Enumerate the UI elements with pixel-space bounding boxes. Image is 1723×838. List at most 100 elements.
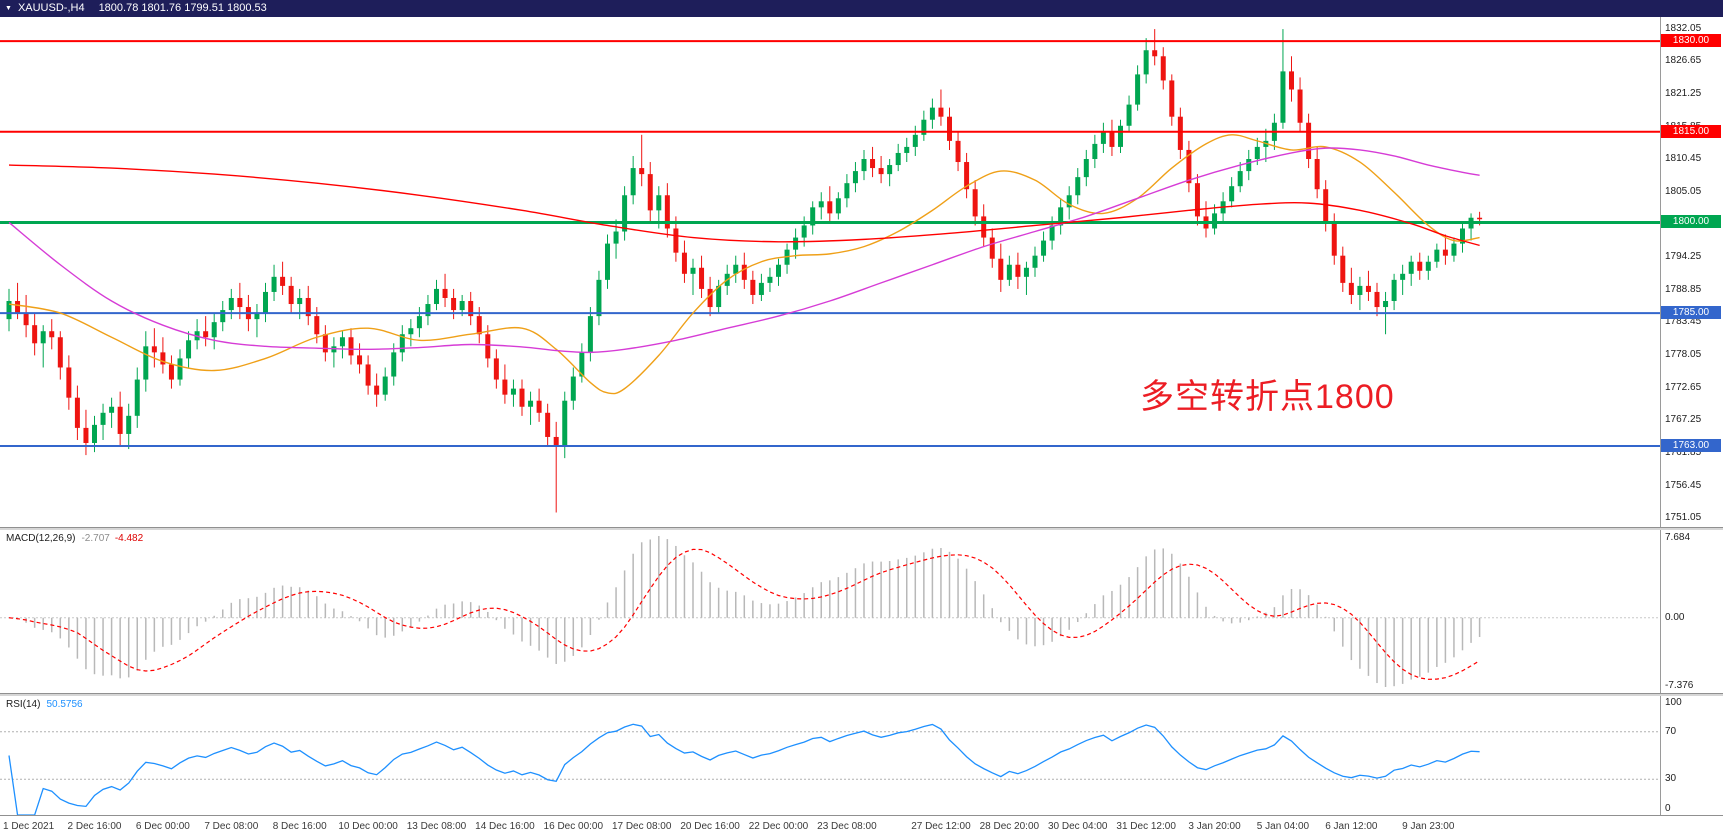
candle-body (827, 201, 833, 214)
time-axis-label: 2 Dec 16:00 (67, 821, 122, 832)
candle-body (1015, 264, 1021, 277)
candle-body (536, 400, 542, 413)
rsi-panel[interactable]: RSI(14) 50.5756 (0, 696, 1723, 815)
candle-body (1058, 207, 1064, 226)
symbol-dropdown-icon[interactable]: ▼ (5, 5, 12, 12)
candle-body (1391, 279, 1397, 302)
price-chart-canvas[interactable] (0, 17, 1660, 527)
candle-body (408, 328, 414, 335)
candle-body (1383, 301, 1389, 308)
candle-body (1314, 159, 1320, 190)
chart-ohlc-values: 1800.78 1801.76 1799.51 1800.53 (98, 2, 267, 14)
candle-body (339, 337, 345, 347)
candle-body (579, 352, 585, 377)
price-axis-label: 1821.25 (1665, 88, 1702, 100)
time-axis-label: 28 Dec 20:00 (979, 821, 1040, 832)
price-chart-panel[interactable]: 多空转折点1800 (0, 17, 1723, 527)
candle-body (519, 388, 525, 407)
candle-body (160, 352, 166, 365)
ma-mid-line (8, 147, 1480, 354)
price-axis-label: 1778.05 (1665, 349, 1702, 361)
time-axis-label: 20 Dec 16:00 (680, 821, 740, 832)
candle-body (211, 322, 217, 338)
candle-body (280, 276, 286, 286)
candle-body (416, 316, 422, 329)
ma-fast-line (8, 134, 1480, 395)
candle-body (1374, 291, 1380, 308)
time-axis[interactable]: 1 Dec 2021 2 Dec 16:00 6 Dec 00:00 7 Dec 08… (0, 816, 1723, 838)
candle-body (1237, 171, 1243, 187)
chart-symbol-title: XAUUSD-,H4 (17, 2, 85, 14)
candle-body (776, 264, 781, 277)
candle-body (237, 297, 243, 308)
candle-body (622, 195, 628, 232)
candle-body (553, 436, 559, 447)
time-axis-label: 30 Dec 04:00 (1048, 821, 1108, 832)
time-axis-label: 3 Jan 20:00 (1188, 821, 1241, 832)
chart-title-bar: ▼ XAUUSD-,H4 1800.78 1801.76 1799.51 180… (0, 0, 1723, 17)
time-axis-label: 6 Jan 12:00 (1325, 821, 1378, 832)
macd-axis-label: -7.376 (1665, 680, 1694, 691)
chart-annotation: 多空转折点1800 (1140, 378, 1395, 416)
candle-body (1425, 261, 1431, 271)
candle-body (1417, 261, 1423, 271)
candle-body (1075, 177, 1081, 196)
time-axis-label: 23 Dec 08:00 (817, 821, 877, 832)
candle-body (1160, 56, 1166, 81)
macd-canvas[interactable] (0, 530, 1660, 693)
ma-slow-line (8, 164, 1480, 247)
candle-body (878, 168, 884, 175)
macd-indicator-label: MACD(12,26,9) -2.707 -4.482 (6, 533, 143, 544)
panel-splitter[interactable] (0, 527, 1723, 530)
time-axis-label: 5 Jan 04:00 (1256, 821, 1310, 832)
macd-panel[interactable]: MACD(12,26,9) -2.707 -4.482 (0, 530, 1723, 693)
price-axis-label: 1761.85 (1665, 446, 1702, 458)
candle-body (895, 152, 901, 166)
candle-body (801, 225, 807, 238)
price-line-badge: 1830.00 (1661, 34, 1721, 48)
price-line-badge: 1815.00 (1661, 124, 1721, 138)
candle-body (254, 313, 260, 320)
rsi-axis-label: 100 (1665, 697, 1682, 708)
price-axis-label: 1794.25 (1665, 251, 1702, 263)
price-axis-label: 1751.05 (1665, 512, 1702, 524)
panel-splitter[interactable] (0, 693, 1723, 696)
candle-body (1229, 186, 1235, 202)
candle-body (656, 195, 662, 211)
candle-body (690, 267, 696, 274)
candle-body (1152, 50, 1158, 57)
candle-body (955, 140, 961, 163)
rsi-value: 50.5756 (46, 699, 83, 710)
candle-body (314, 316, 320, 335)
candle-body (647, 174, 653, 211)
candle-body (681, 252, 687, 274)
candle-body (57, 337, 63, 368)
candle-body (203, 331, 209, 338)
candle-body (1400, 273, 1406, 280)
candle-body (220, 310, 226, 323)
time-axis-label: 6 Dec 00:00 (135, 821, 190, 832)
candle-body (758, 282, 764, 295)
candle-body (998, 258, 1004, 280)
candle-body (1331, 222, 1337, 256)
time-axis-label: 1 Dec 2021 (3, 821, 55, 832)
candle-body (562, 400, 568, 447)
rsi-line (8, 723, 1480, 815)
candle-body (964, 162, 970, 190)
candle-body (1212, 213, 1218, 229)
rsi-canvas[interactable] (0, 696, 1660, 815)
time-axis-label: 7 Dec 08:00 (204, 821, 259, 832)
price-axis-label: 1810.45 (1665, 153, 1702, 165)
candle-body (126, 415, 132, 434)
candle-body (32, 325, 38, 344)
time-axis-label: 17 Dec 08:00 (611, 821, 672, 832)
candle-body (1118, 125, 1123, 147)
candle-body (870, 159, 876, 169)
time-axis-label: 16 Dec 00:00 (543, 821, 604, 832)
candle-body (1306, 122, 1312, 160)
candle-body (887, 165, 893, 175)
candle-body (6, 301, 12, 320)
candle-body (844, 183, 850, 199)
price-axis[interactable]: 1832.051826.651821.251815.851810.451805.… (1660, 0, 1723, 838)
candle-body (1023, 267, 1029, 277)
